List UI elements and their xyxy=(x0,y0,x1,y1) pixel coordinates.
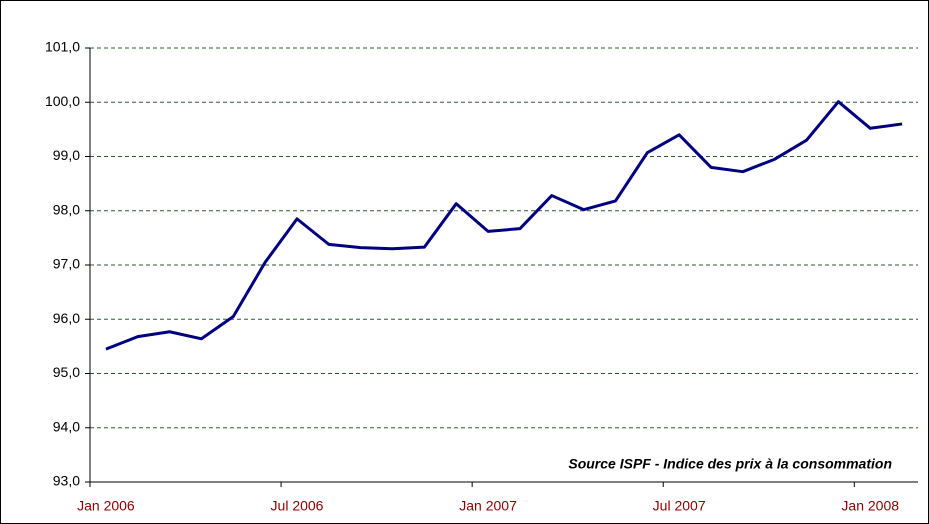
line-series xyxy=(105,100,903,351)
y-tick-label: 97,0 xyxy=(53,256,80,272)
y-tick-label: 98,0 xyxy=(53,201,80,217)
x-tick-label: Jan 2007 xyxy=(459,498,517,514)
y-tick-label: 96,0 xyxy=(53,310,80,326)
x-tick-label: Jan 2006 xyxy=(77,498,135,514)
y-tick-label: 99,0 xyxy=(53,147,80,163)
y-tick-label: 100,0 xyxy=(45,93,80,109)
y-tick-label: 101,0 xyxy=(45,39,80,55)
annotation: Source ISPF - Indice des prix à la conso… xyxy=(568,456,892,472)
x-tick-label: Jul 2007 xyxy=(653,498,706,514)
x-tick-label: Jul 2006 xyxy=(271,498,324,514)
x-tick-label: Jan 2008 xyxy=(841,498,899,514)
y-tick-label: 93,0 xyxy=(53,473,80,489)
y-tick-label: 94,0 xyxy=(53,418,80,434)
y-tick-label: 95,0 xyxy=(53,364,80,380)
